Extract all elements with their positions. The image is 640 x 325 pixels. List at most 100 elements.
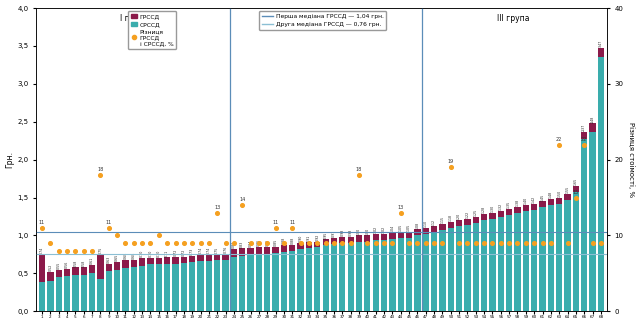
Text: 15: 15	[573, 190, 579, 195]
Bar	[506, 209, 512, 311]
Point	[337, 240, 348, 246]
Point	[304, 240, 314, 246]
Bar	[147, 264, 154, 311]
Point	[237, 202, 247, 208]
Bar	[564, 200, 571, 311]
Point	[95, 172, 106, 177]
Text: 0,71: 0,71	[165, 250, 169, 257]
Bar	[72, 275, 79, 311]
Text: 13: 13	[397, 205, 404, 210]
Bar	[197, 255, 204, 311]
Point	[279, 240, 289, 246]
Point	[513, 240, 523, 246]
Bar	[414, 229, 420, 311]
Bar	[81, 267, 87, 311]
Bar	[556, 198, 563, 311]
Bar	[431, 232, 437, 311]
Text: 0,91: 0,91	[307, 234, 311, 241]
Text: 0,88: 0,88	[291, 236, 294, 244]
Bar	[422, 234, 429, 311]
Text: 18: 18	[97, 167, 104, 172]
Bar	[81, 275, 87, 311]
Bar	[64, 276, 70, 311]
Point	[396, 210, 406, 215]
Text: 0,88: 0,88	[282, 236, 286, 244]
Text: 0,58: 0,58	[74, 259, 77, 266]
Bar	[47, 272, 54, 311]
Text: 11: 11	[289, 220, 296, 225]
Text: 0,85: 0,85	[257, 239, 261, 246]
Bar	[481, 220, 487, 311]
Text: 2,37: 2,37	[582, 124, 586, 131]
Text: 0,74: 0,74	[198, 247, 202, 254]
Text: 1,05: 1,05	[407, 224, 411, 231]
Point	[62, 248, 72, 253]
Bar	[581, 139, 588, 311]
Text: 13: 13	[214, 205, 220, 210]
Point	[588, 240, 598, 246]
Text: 1,20: 1,20	[457, 212, 461, 220]
Text: 19: 19	[448, 160, 454, 164]
Point	[387, 240, 397, 246]
Text: 1,12: 1,12	[432, 218, 436, 226]
Point	[145, 240, 156, 246]
Bar	[164, 257, 170, 311]
Point	[254, 240, 264, 246]
Bar	[56, 269, 62, 311]
Bar	[205, 255, 212, 311]
Bar	[273, 253, 279, 311]
Bar	[172, 264, 179, 311]
Point	[45, 240, 56, 246]
Point	[596, 240, 606, 246]
Text: 0,70: 0,70	[148, 250, 152, 257]
Bar	[147, 258, 154, 311]
Point	[563, 240, 573, 246]
Point	[228, 240, 239, 246]
Point	[70, 248, 81, 253]
Text: 0,83: 0,83	[240, 240, 244, 248]
Bar	[439, 224, 445, 311]
Point	[154, 233, 164, 238]
Bar	[164, 264, 170, 311]
Point	[112, 233, 122, 238]
Text: 0,65: 0,65	[115, 254, 119, 261]
Bar	[506, 215, 512, 311]
Point	[362, 240, 372, 246]
Point	[445, 165, 456, 170]
Point	[437, 240, 447, 246]
Text: 0,98: 0,98	[340, 229, 344, 236]
Bar	[481, 214, 487, 311]
Bar	[381, 240, 387, 311]
Bar	[372, 240, 379, 311]
Bar	[490, 219, 495, 311]
Point	[404, 240, 414, 246]
Bar	[323, 239, 329, 311]
Text: 11: 11	[39, 220, 45, 225]
Bar	[397, 232, 404, 311]
Text: 0,75: 0,75	[215, 246, 220, 254]
Text: 22: 22	[581, 137, 588, 142]
Point	[212, 210, 222, 215]
Text: 0,70: 0,70	[140, 250, 144, 257]
Bar	[180, 263, 187, 311]
Bar	[47, 281, 54, 311]
Bar	[139, 266, 145, 311]
Bar	[106, 264, 112, 311]
Text: 1,30: 1,30	[490, 205, 495, 212]
Point	[312, 240, 323, 246]
Bar	[356, 241, 362, 311]
Bar	[156, 258, 162, 311]
Bar	[540, 207, 546, 311]
Text: 0,58: 0,58	[82, 259, 86, 266]
Text: 0,72: 0,72	[182, 249, 186, 256]
Bar	[531, 210, 538, 311]
Bar	[106, 271, 112, 311]
Bar	[298, 243, 304, 311]
Point	[179, 240, 189, 246]
Bar	[122, 268, 129, 311]
Point	[79, 248, 89, 253]
Bar	[223, 254, 228, 311]
Bar	[356, 236, 362, 311]
Point	[129, 240, 139, 246]
Bar	[114, 269, 120, 311]
